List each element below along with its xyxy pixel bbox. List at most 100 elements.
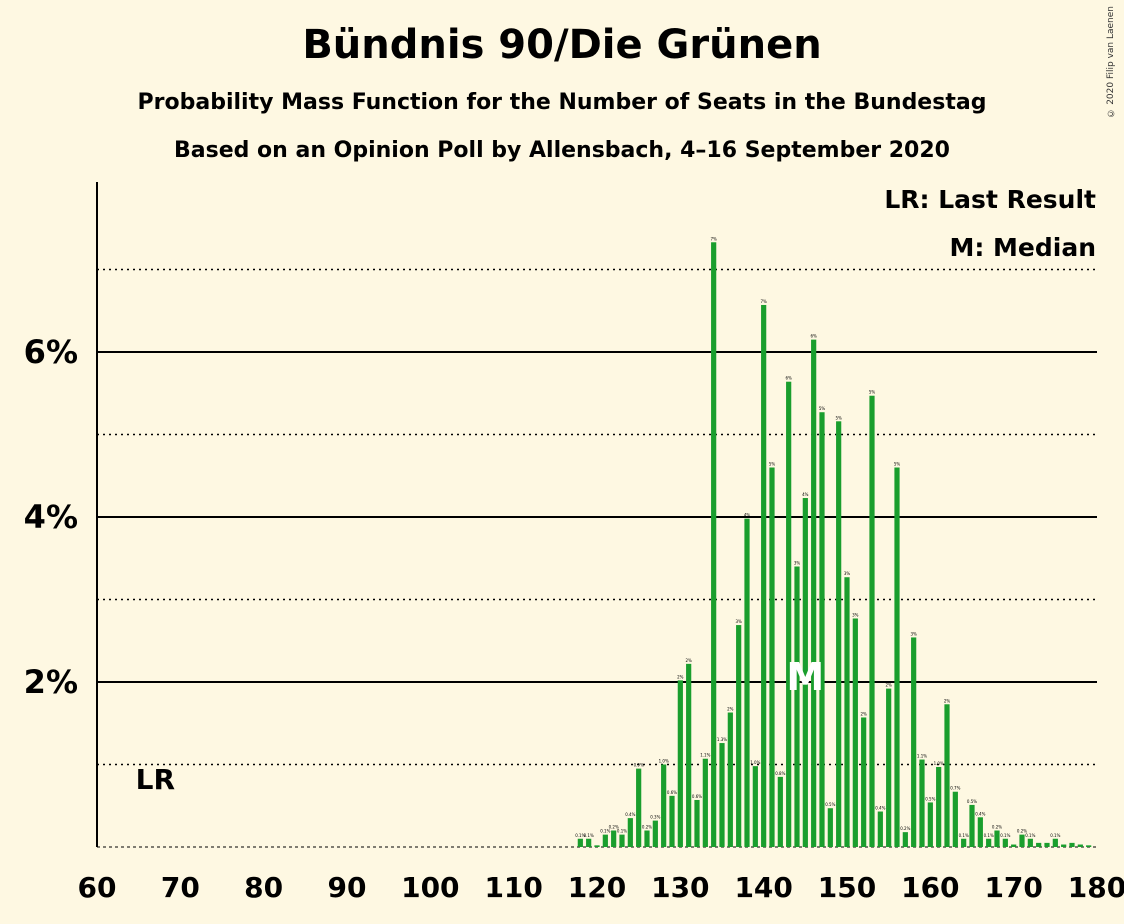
x-tick-label: 80: [244, 871, 283, 904]
x-tick-label: 140: [734, 871, 792, 904]
bar-seat-172: [1027, 838, 1033, 847]
y-tick-label: 2%: [24, 663, 78, 701]
bar-value-label: 0.8%: [775, 771, 785, 776]
bar-seat-130: [677, 680, 683, 847]
bar-value-label: 0.1%: [1050, 833, 1060, 838]
bar-seat-136: [727, 712, 733, 847]
bar-seat-118: [577, 838, 583, 847]
bar-seat-123: [619, 834, 625, 847]
x-tick-label: 160: [901, 871, 959, 904]
bar-value-label: 2%: [685, 658, 692, 663]
x-tick-label: 70: [161, 871, 200, 904]
bar-seat-124: [627, 818, 633, 847]
chart-subtitle-poll: Based on an Opinion Poll by Allensbach, …: [174, 138, 950, 163]
bar-value-label: 0.2%: [642, 825, 652, 830]
bar-seat-120: [594, 845, 600, 847]
bar-seat-144: [794, 566, 800, 847]
bar-seat-175: [1052, 838, 1058, 847]
bar-seat-152: [861, 717, 867, 847]
bar-seat-131: [686, 663, 692, 847]
bar-seat-169: [1002, 838, 1008, 847]
bar-value-label: 0.1%: [584, 833, 594, 838]
bar-value-label: 2%: [727, 707, 734, 712]
bar-value-label: 0.9%: [634, 763, 644, 768]
bar-value-label: 1.0%: [750, 760, 760, 765]
bar-seat-142: [777, 776, 783, 847]
legend-median: M: Median: [949, 233, 1096, 262]
bar-value-label: 1.1%: [700, 753, 710, 758]
chart-title: Bündnis 90/Die Grünen: [302, 22, 822, 68]
bar-seat-121: [602, 834, 608, 847]
bar-seat-137: [736, 625, 742, 847]
bar-value-label: 2%: [677, 674, 684, 679]
bar-seat-122: [611, 830, 617, 847]
bar-seat-154: [877, 811, 883, 847]
bar-seat-150: [844, 577, 850, 847]
bar-value-label: 2%: [944, 698, 951, 703]
bar-value-label: 0.1%: [1000, 833, 1010, 838]
bar-value-label: 0.6%: [692, 794, 702, 799]
bar-value-label: 0.2%: [609, 825, 619, 830]
bar-value-label: 0.1%: [617, 829, 627, 834]
bar-value-label: 0.2%: [1017, 829, 1027, 834]
x-tick-label: 120: [568, 871, 626, 904]
bar-seat-126: [644, 830, 650, 847]
bar-seat-162: [944, 704, 950, 847]
bar-seat-158: [911, 637, 917, 847]
bar-value-label: 0.1%: [575, 833, 585, 838]
x-tick-label: 90: [328, 871, 367, 904]
x-tick-label: 170: [984, 871, 1042, 904]
bar-seat-146: [811, 339, 817, 847]
bar-seat-171: [1019, 834, 1025, 847]
bar-value-label: 0.2%: [992, 825, 1002, 830]
last-result-marker: LR: [136, 763, 175, 796]
bar-seat-157: [902, 832, 908, 847]
bar-seat-127: [652, 820, 658, 847]
bar-seat-125: [636, 768, 642, 847]
bar-seat-176: [1061, 844, 1067, 847]
bar-seat-165: [969, 804, 975, 847]
bar-seat-160: [927, 802, 933, 847]
bar-value-label: 0.7%: [950, 786, 960, 791]
bar-seat-138: [744, 518, 750, 847]
x-tick-label: 110: [484, 871, 542, 904]
bar-value-label: 0.1%: [984, 833, 994, 838]
x-tick-label: 150: [818, 871, 876, 904]
bar-seat-128: [661, 764, 667, 847]
x-tick-label: 100: [401, 871, 459, 904]
bar-seat-145: [802, 498, 808, 847]
median-marker: M: [786, 655, 824, 699]
bar-seat-134: [711, 242, 717, 847]
bar-value-label: 3%: [794, 561, 801, 566]
bar-seat-155: [886, 688, 892, 847]
x-tick-label: 180: [1068, 871, 1124, 904]
bar-seat-140: [761, 304, 767, 848]
chart-subtitle: Probability Mass Function for the Number…: [137, 90, 987, 115]
bar-value-label: 0.1%: [600, 829, 610, 834]
bar-value-label: 5%: [869, 390, 876, 395]
bar-seat-147: [819, 412, 825, 847]
bar-value-label: 1.1%: [917, 754, 927, 759]
bar-seat-167: [986, 838, 992, 847]
bar-seat-166: [977, 817, 983, 847]
bar-value-label: 3%: [852, 612, 859, 617]
bar-seat-179: [1086, 845, 1092, 847]
bar-value-label: 0.4%: [875, 806, 885, 811]
bar-value-label: 5%: [769, 462, 776, 467]
bar-value-label: 5%: [835, 415, 842, 420]
bar-seat-129: [669, 795, 675, 847]
bar-value-label: 6%: [810, 334, 817, 339]
bar-value-label: 0.6%: [667, 790, 677, 795]
bar-value-label: 0.4%: [975, 811, 985, 816]
bar-seat-148: [827, 808, 833, 847]
bar-value-label: 2%: [885, 683, 892, 688]
bar-value-label: 0.1%: [959, 833, 969, 838]
bar-seat-132: [694, 799, 700, 847]
bar-seat-135: [719, 743, 725, 847]
bar-value-label: 4%: [744, 513, 751, 518]
bar-value-label: 7%: [760, 299, 767, 304]
bar-value-label: 0.1%: [1025, 833, 1035, 838]
bar-seat-170: [1011, 844, 1017, 847]
bar-seat-173: [1036, 842, 1042, 847]
